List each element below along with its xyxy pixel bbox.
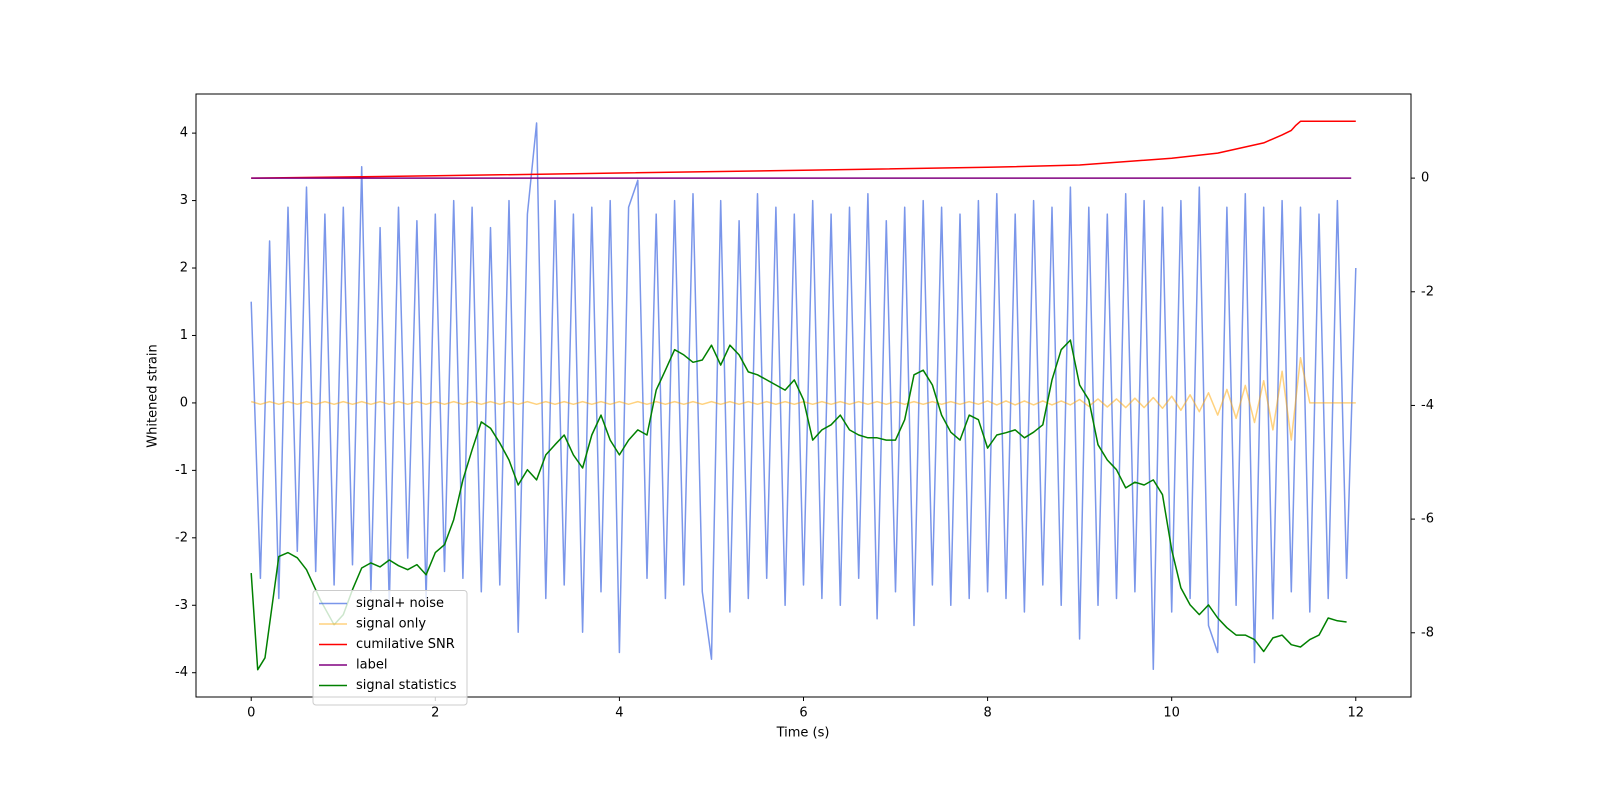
y-tick-label: 0 bbox=[180, 395, 188, 410]
legend-label: signal only bbox=[356, 617, 426, 632]
series-line bbox=[251, 120, 1356, 179]
legend-label: signal+ noise bbox=[356, 596, 444, 611]
y2-tick-label: 0 bbox=[1421, 171, 1429, 186]
x-tick-label: 2 bbox=[431, 706, 439, 721]
y-axis-label: Whitened strain bbox=[146, 344, 161, 447]
x-tick-label: 8 bbox=[983, 706, 991, 721]
y-tick-label: -3 bbox=[175, 598, 188, 613]
y2-tick-label: -4 bbox=[1421, 398, 1434, 413]
y2-tick-label: -2 bbox=[1421, 284, 1434, 299]
legend-label: signal statistics bbox=[356, 678, 457, 693]
y-tick-label: -2 bbox=[175, 530, 188, 545]
y-tick-label: 3 bbox=[180, 193, 188, 208]
series-line bbox=[250, 339, 1347, 671]
y-tick-label: 4 bbox=[180, 126, 188, 141]
x-tick-label: 0 bbox=[247, 706, 255, 721]
x-tick-label: 10 bbox=[1163, 706, 1180, 721]
legend-frame bbox=[312, 590, 468, 706]
y2-tick-label: -8 bbox=[1421, 625, 1434, 640]
y-tick-label: -4 bbox=[175, 665, 188, 680]
y-tick-label: 1 bbox=[180, 328, 188, 343]
x-tick-label: 12 bbox=[1347, 706, 1364, 721]
legend-label: label bbox=[356, 658, 387, 673]
legend-label: cumilative SNR bbox=[356, 637, 455, 652]
x-tick-label: 4 bbox=[615, 706, 623, 721]
y-tick-label: 2 bbox=[180, 261, 188, 276]
x-axis-label: Time (s) bbox=[776, 726, 830, 741]
x-tick-label: 6 bbox=[799, 706, 807, 721]
y-tick-label: -1 bbox=[175, 463, 188, 478]
y2-tick-label: -6 bbox=[1421, 512, 1434, 527]
series-line bbox=[250, 122, 1357, 671]
